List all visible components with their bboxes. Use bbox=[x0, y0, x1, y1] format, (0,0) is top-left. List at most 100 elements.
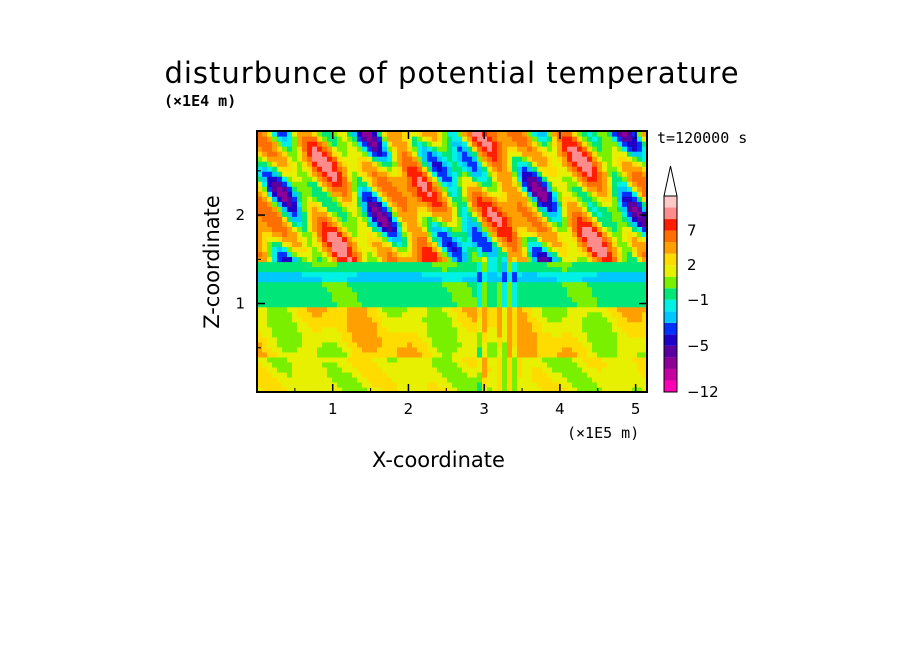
heatmap-cell bbox=[347, 291, 353, 298]
heatmap-cell bbox=[472, 216, 478, 222]
heatmap-cell bbox=[437, 321, 443, 328]
heatmap-cell bbox=[292, 161, 298, 167]
heatmap-cell bbox=[627, 191, 633, 197]
heatmap-cell bbox=[457, 296, 463, 303]
heatmap-cell bbox=[452, 221, 458, 227]
heatmap-cell bbox=[587, 141, 593, 147]
heatmap-cell bbox=[342, 211, 348, 217]
heatmap-cell bbox=[282, 206, 288, 212]
heatmap-cell bbox=[347, 226, 353, 232]
heatmap-cell bbox=[327, 271, 333, 278]
heatmap-cell bbox=[277, 166, 283, 172]
heatmap-cell bbox=[367, 246, 373, 253]
heatmap-cell bbox=[467, 146, 473, 152]
heatmap-cell bbox=[387, 186, 393, 192]
heatmap-cell bbox=[382, 296, 388, 303]
heatmap-cell bbox=[262, 256, 268, 263]
heatmap-cell bbox=[617, 316, 623, 323]
heatmap-cell bbox=[497, 186, 503, 192]
heatmap-cell bbox=[532, 346, 538, 353]
heatmap-cell bbox=[342, 201, 348, 207]
heatmap-cell bbox=[622, 181, 628, 187]
heatmap-cell bbox=[322, 166, 328, 172]
heatmap-cell bbox=[362, 326, 368, 333]
heatmap-cell bbox=[292, 261, 298, 268]
heatmap-cell bbox=[502, 301, 508, 308]
heatmap-cell bbox=[402, 316, 408, 323]
heatmap-cell bbox=[517, 361, 523, 368]
heatmap-cell bbox=[627, 376, 633, 383]
heatmap-cell bbox=[342, 196, 348, 202]
heatmap-cell bbox=[272, 341, 278, 348]
heatmap-cell bbox=[632, 251, 638, 258]
heatmap-cell bbox=[472, 231, 478, 238]
heatmap-cell bbox=[347, 176, 353, 182]
heatmap-cell bbox=[527, 206, 533, 212]
heatmap-cell bbox=[477, 301, 483, 308]
heatmap-cell bbox=[317, 191, 323, 197]
heatmap-cell bbox=[507, 351, 513, 358]
heatmap-cell bbox=[587, 336, 593, 343]
heatmap-cell bbox=[632, 291, 638, 298]
heatmap-cell bbox=[642, 286, 647, 293]
heatmap-cell bbox=[582, 246, 588, 253]
heatmap-cell bbox=[362, 226, 368, 232]
heatmap-cell bbox=[632, 221, 638, 227]
heatmap-cell bbox=[607, 156, 613, 162]
heatmap-cell bbox=[542, 156, 548, 162]
heatmap-cell bbox=[532, 216, 538, 222]
heatmap-cell bbox=[597, 276, 603, 283]
heatmap-cell bbox=[297, 136, 303, 142]
heatmap-cell bbox=[467, 211, 473, 217]
heatmap-cell bbox=[427, 141, 433, 147]
heatmap-cell bbox=[582, 266, 588, 273]
heatmap-cell bbox=[287, 266, 293, 273]
heatmap-cell bbox=[597, 296, 603, 303]
heatmap-cell bbox=[317, 201, 323, 207]
heatmap-cell bbox=[442, 276, 448, 283]
heatmap-cell bbox=[422, 276, 428, 283]
heatmap-cell bbox=[497, 341, 503, 348]
heatmap-cell bbox=[602, 381, 608, 388]
heatmap-cell bbox=[407, 156, 413, 162]
heatmap-cell bbox=[357, 331, 363, 338]
heatmap-cell bbox=[607, 191, 613, 197]
heatmap-cell bbox=[267, 276, 273, 283]
heatmap-cell bbox=[597, 171, 603, 177]
heatmap-cell bbox=[542, 131, 548, 137]
heatmap-cell bbox=[432, 186, 438, 192]
heatmap-cell bbox=[347, 296, 353, 303]
heatmap-cell bbox=[607, 186, 613, 192]
heatmap-cell bbox=[432, 171, 438, 177]
heatmap-cell bbox=[497, 166, 503, 172]
heatmap-cell bbox=[577, 376, 583, 383]
heatmap-cell bbox=[417, 196, 423, 202]
heatmap-cell bbox=[277, 131, 283, 137]
heatmap-cell bbox=[562, 226, 568, 232]
heatmap-cell bbox=[597, 356, 603, 363]
heatmap-cell bbox=[457, 371, 463, 378]
heatmap-cell bbox=[447, 296, 453, 303]
heatmap-cell bbox=[472, 146, 478, 152]
heatmap-cell bbox=[297, 141, 303, 147]
heatmap-cell bbox=[477, 186, 483, 192]
heatmap-cell bbox=[417, 201, 423, 207]
heatmap-cell bbox=[382, 266, 388, 273]
heatmap-cell bbox=[562, 276, 568, 283]
heatmap-cell bbox=[332, 356, 338, 363]
heatmap-cell bbox=[367, 161, 373, 167]
heatmap-cell bbox=[262, 226, 268, 232]
heatmap-cell bbox=[477, 226, 483, 232]
heatmap-cell bbox=[287, 206, 293, 212]
heatmap-cell bbox=[312, 221, 318, 227]
heatmap-cell bbox=[287, 131, 293, 137]
heatmap-cell bbox=[392, 141, 398, 147]
heatmap-cell bbox=[577, 336, 583, 343]
heatmap-cell bbox=[417, 281, 423, 288]
heatmap-cell bbox=[467, 271, 473, 278]
heatmap-cell bbox=[427, 386, 433, 392]
heatmap-cell bbox=[272, 136, 278, 142]
heatmap-cell bbox=[597, 286, 603, 293]
heatmap-cell bbox=[322, 176, 328, 182]
